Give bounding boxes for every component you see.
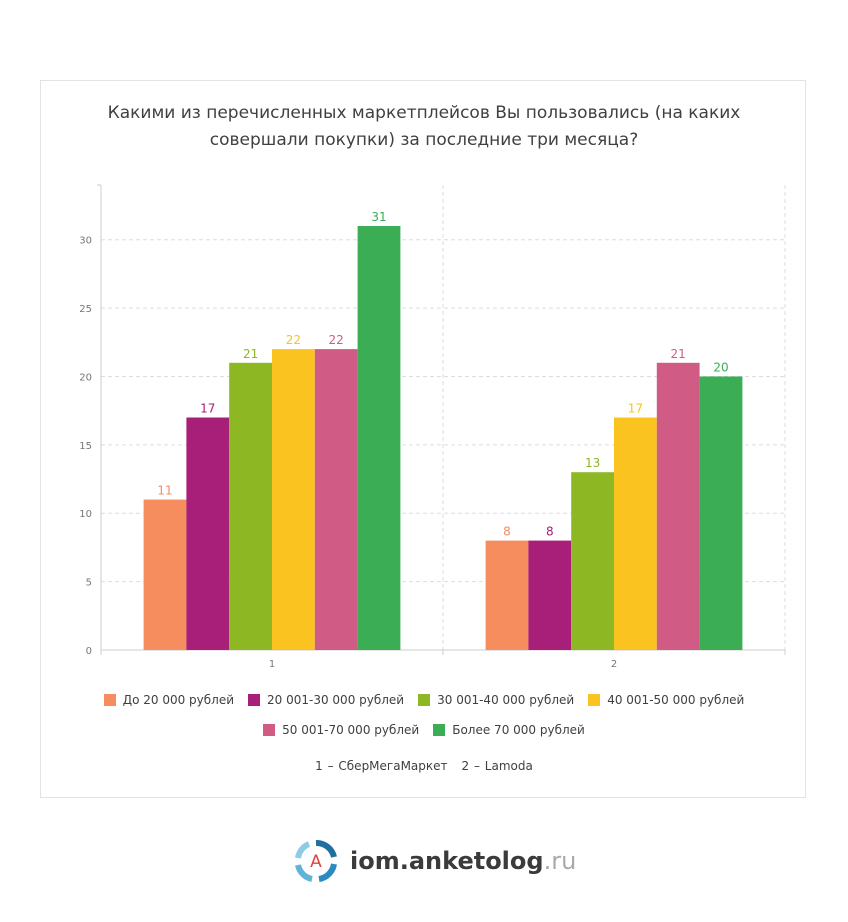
legend-swatch: [103, 694, 116, 706]
category-note-2: 2 – Lamoda: [461, 759, 533, 773]
chart-title-line-2: совершали покупки) за последние три меся…: [209, 130, 639, 150]
bar-value-label: 20: [713, 360, 728, 374]
bar-value-label: 8: [546, 525, 554, 539]
bar: [528, 540, 572, 650]
bar: [699, 376, 743, 650]
bar: [485, 540, 529, 650]
y-tick-label: 0: [86, 646, 92, 657]
legend-item[interactable]: Более 70 000 рублей: [433, 722, 585, 738]
y-tick-label: 10: [79, 509, 92, 520]
bar: [614, 417, 657, 650]
bar: [272, 349, 315, 650]
bar-value-label: 17: [628, 402, 643, 416]
legend-item[interactable]: До 20 000 рублей: [103, 692, 235, 708]
bar-value-label: 21: [243, 347, 258, 361]
y-tick-label: 5: [86, 578, 92, 589]
legend-label: 20 001-30 000 рублей: [267, 693, 405, 707]
bar-value-label: 17: [200, 402, 215, 416]
x-tick-label: 1: [269, 659, 275, 670]
anketolog-logo-icon: A: [295, 840, 337, 882]
bar-value-label: 11: [157, 484, 172, 498]
bar-value-label: 22: [286, 333, 301, 347]
legend-label: 40 001-50 000 рублей: [607, 693, 745, 707]
chart-title: Какими из перечисленных маркетплейсов Вы…: [0, 100, 848, 154]
brand-main-text: iom.anketolog: [350, 847, 544, 875]
y-tick-label: 30: [79, 236, 92, 247]
legend-label: Более 70 000 рублей: [452, 723, 585, 737]
brand-name: iom.anketolog.ru: [350, 847, 576, 875]
legend-item[interactable]: 50 001-70 000 рублей: [263, 722, 419, 738]
legend-swatch: [263, 724, 276, 736]
chart-legend: До 20 000 рублей 20 001-30 000 рублей 30 0…: [60, 692, 788, 738]
y-tick-label: 15: [79, 441, 92, 452]
category-note: 1 – СберМегаМаркет 2 – Lamoda: [0, 759, 848, 773]
bar: [229, 362, 272, 650]
brand-tld-text: .ru: [543, 847, 577, 875]
bar: [186, 417, 230, 650]
brand-footer[interactable]: A iom.anketolog.ru: [292, 838, 576, 884]
chart-title-line-1: Какими из перечисленных маркетплейсов Вы…: [107, 103, 741, 123]
legend-item[interactable]: 20 001-30 000 рублей: [248, 692, 404, 708]
bar: [571, 472, 614, 650]
bar-value-label: 21: [671, 347, 686, 361]
y-tick-label: 20: [79, 372, 92, 383]
bar: [357, 226, 401, 650]
bar-value-label: 13: [585, 456, 600, 470]
legend-label: До 20 000 рублей: [122, 693, 235, 707]
y-tick-label: 25: [79, 304, 92, 315]
legend-item[interactable]: 40 001-50 000 рублей: [588, 692, 744, 708]
legend-swatch: [433, 724, 446, 736]
legend-label: 50 001-70 000 рублей: [282, 723, 420, 737]
legend-label: 30 001-40 000 рублей: [437, 693, 575, 707]
logo-letter: A: [310, 852, 322, 872]
category-note-1: 1 – СберМегаМаркет: [315, 759, 448, 773]
bar: [314, 349, 358, 650]
legend-item[interactable]: 30 001-40 000 рублей: [418, 692, 574, 708]
legend-swatch: [418, 694, 431, 706]
legend-swatch: [588, 694, 601, 706]
bar-chart: 0 5 10 15 20 25 30 11 17 21 22 22 31 1 8 8 13 17 21 20 2: [79, 184, 786, 670]
x-tick-label: 2: [611, 659, 617, 670]
bar-value-label: 22: [329, 333, 344, 347]
bar: [143, 499, 187, 650]
bar-value-label: 8: [503, 525, 511, 539]
legend-swatch: [248, 694, 261, 706]
bar: [656, 362, 700, 650]
bar-value-label: 31: [371, 210, 386, 224]
